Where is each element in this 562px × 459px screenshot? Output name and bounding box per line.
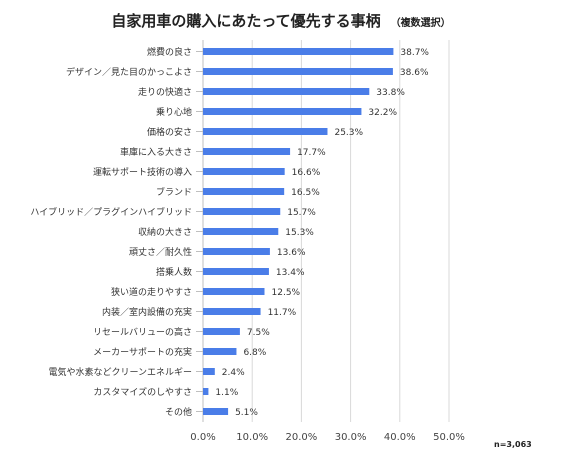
bar [203, 208, 281, 215]
bar [203, 88, 370, 95]
category-label: 電気や水素などクリーンエネルギー [48, 366, 192, 378]
category-label: 運転サポート技術の導入 [93, 166, 192, 178]
data-label: 16.6% [292, 168, 321, 178]
data-label: 15.3% [285, 228, 314, 238]
bar [203, 108, 362, 115]
bar [203, 148, 291, 155]
chart-subtitle: （複数選択） [390, 18, 451, 29]
bar [203, 68, 393, 75]
category-label: 狭い道の走りやすさ [111, 286, 192, 298]
category-label: カスタマイズのしやすさ [93, 386, 192, 398]
data-label: 11.7% [268, 308, 297, 318]
x-tick-label: 0.0% [190, 432, 215, 443]
data-label: 12.5% [272, 288, 301, 298]
category-label: リセールバリューの高さ [93, 326, 192, 338]
data-label: 15.7% [287, 208, 316, 218]
sample-size-note: n=3,063 [494, 440, 532, 449]
category-label: 走りの快適さ [138, 86, 192, 98]
data-label: 13.4% [276, 268, 305, 278]
bar [203, 308, 261, 315]
data-label: 6.8% [243, 348, 266, 358]
bar [203, 248, 270, 255]
category-label: 乗り心地 [156, 106, 192, 118]
x-tick-label: 30.0% [335, 432, 367, 443]
data-label: 25.3% [334, 128, 363, 138]
chart-title-block: 自家用車の購入にあたって優先する事柄 （複数選択） [0, 10, 562, 31]
data-label: 7.5% [247, 328, 270, 338]
bar [203, 408, 229, 415]
category-label: 価格の安さ [147, 126, 192, 138]
chart-title: 自家用車の購入にあたって優先する事柄 [111, 12, 381, 30]
x-tick-label: 10.0% [236, 432, 268, 443]
x-tick-label: 40.0% [384, 432, 416, 443]
category-label: デザイン／見た目のかっこよさ [66, 66, 192, 78]
bar [203, 388, 209, 395]
bar [203, 188, 285, 195]
category-label: ハイブリッド／プラグインハイブリッド [30, 206, 192, 218]
category-label: その他 [165, 406, 192, 418]
x-tick-label: 50.0% [433, 432, 465, 443]
category-label: 収納の大きさ [138, 226, 192, 238]
category-label: 燃費の良さ [147, 46, 192, 58]
bar [203, 328, 240, 335]
category-label: ブランド [156, 186, 192, 198]
bar [203, 128, 328, 135]
bar [203, 368, 215, 375]
data-label: 38.7% [400, 48, 429, 58]
data-label: 2.4% [222, 368, 245, 378]
bar [203, 288, 265, 295]
bar [203, 168, 285, 175]
data-label: 33.8% [376, 88, 405, 98]
data-label: 1.1% [215, 388, 238, 398]
category-label: メーカーサポートの充実 [93, 346, 192, 358]
category-label: 頑丈さ／耐久性 [129, 246, 192, 258]
data-label: 32.2% [368, 108, 397, 118]
bar [203, 228, 279, 235]
data-label: 38.6% [400, 68, 429, 78]
bar [203, 268, 269, 275]
x-tick-label: 20.0% [286, 432, 318, 443]
bar [203, 348, 237, 355]
category-label: 内装／室内設備の充実 [102, 306, 192, 318]
data-label: 13.6% [277, 248, 306, 258]
category-label: 車庫に入る大きさ [120, 146, 192, 158]
bar [203, 48, 394, 55]
data-label: 17.7% [297, 148, 326, 158]
data-label: 5.1% [235, 408, 258, 418]
category-label: 搭乗人数 [156, 266, 192, 278]
data-label: 16.5% [291, 188, 320, 198]
